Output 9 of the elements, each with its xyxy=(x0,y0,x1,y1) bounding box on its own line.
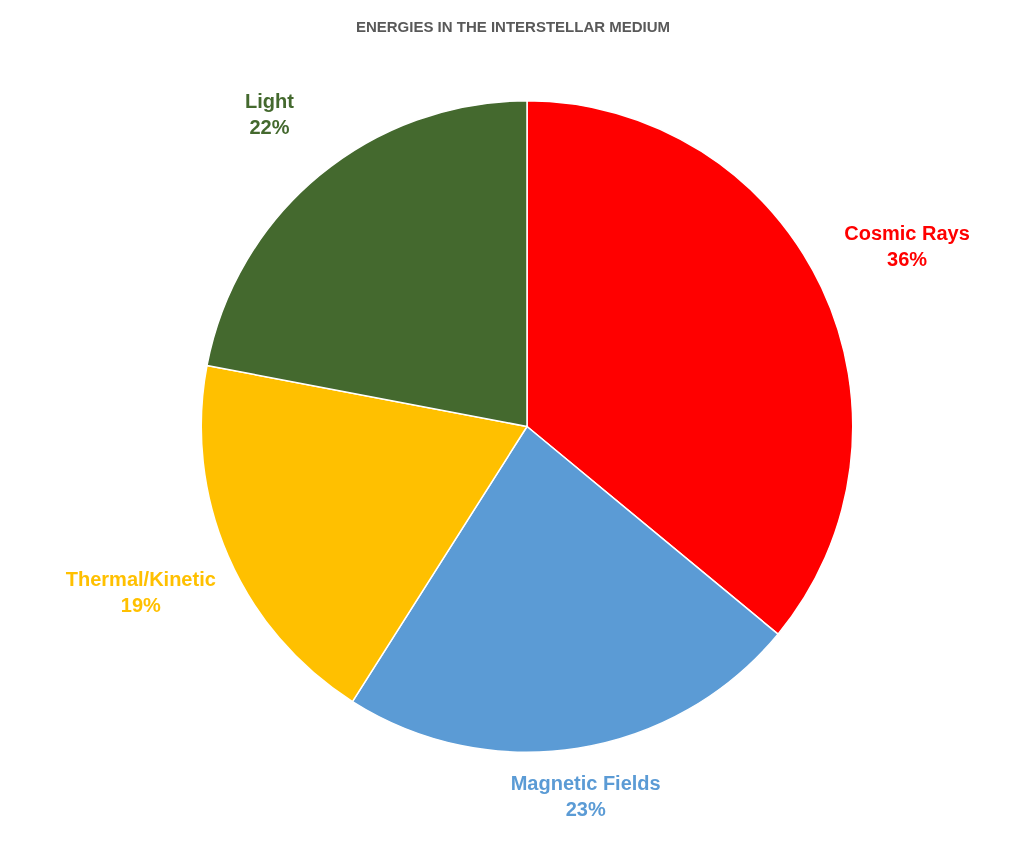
slice-label: Light xyxy=(245,89,295,112)
data-label: 36% xyxy=(887,248,928,271)
slice-label: Thermal/Kinetic xyxy=(65,568,216,591)
slice-label: Magnetic Fields xyxy=(510,771,661,794)
data-label: 23% xyxy=(565,797,606,820)
data-label: 22% xyxy=(249,115,290,138)
data-label: 19% xyxy=(120,594,162,617)
slice-label: Cosmic Rays xyxy=(844,222,970,245)
chart-title: ENERGIES IN THE INTERSTELLAR MEDIUM xyxy=(355,18,671,36)
